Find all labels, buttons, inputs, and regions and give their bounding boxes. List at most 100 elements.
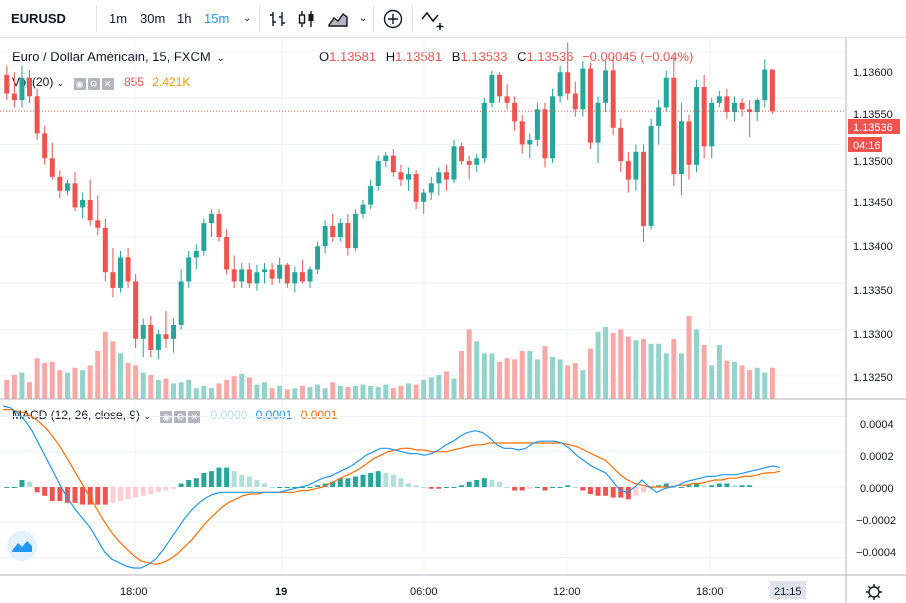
- candles-chart-type-icon[interactable]: [298, 10, 316, 28]
- price-chart[interactable]: 1.13600 1.13550 1.13500 1.13450 1.13400 …: [0, 38, 906, 603]
- macd-histogram-bar: [451, 487, 457, 488]
- candle-body: [519, 121, 525, 145]
- macd-histogram-bar: [315, 485, 321, 487]
- candle-body: [731, 102, 737, 113]
- candle-body: [451, 146, 457, 180]
- macd-histogram-bar: [307, 487, 313, 488]
- interval-dropdown-chevron-icon[interactable]: ⌄: [243, 13, 252, 24]
- volume-bar: [57, 370, 63, 399]
- candle-body: [125, 257, 131, 282]
- volume-bar: [148, 375, 154, 399]
- macd-chevron-icon[interactable]: ⌄: [143, 411, 151, 421]
- macd-axis[interactable]: 0.0004 0.0002 0.0000 −0.0002 −0.0004: [856, 419, 896, 559]
- volume-bar: [587, 348, 593, 399]
- bar-chart-type-icon[interactable]: [269, 10, 287, 28]
- volume-bar: [716, 345, 722, 399]
- interval-1m-button[interactable]: 1m: [109, 11, 128, 26]
- volume-bar: [178, 382, 184, 399]
- macd-signal-line: [3, 409, 781, 566]
- macd-histogram-bar: [565, 485, 571, 487]
- chart-type-dropdown-chevron-icon[interactable]: ⌄: [359, 13, 368, 24]
- tradingview-logo-icon[interactable]: [7, 531, 37, 561]
- legend-chevron-icon[interactable]: ⌄: [216, 53, 225, 64]
- volume-bar: [625, 336, 631, 399]
- macd-histogram-bar: [534, 487, 540, 488]
- macd-histogram-bar: [603, 487, 609, 496]
- price-tick-label: 1.13550: [853, 109, 893, 121]
- volume-bar: [656, 343, 662, 399]
- macd-histogram-bar: [398, 478, 404, 487]
- volume-bar: [246, 377, 252, 399]
- chart-settings-gear-icon[interactable]: [866, 584, 882, 600]
- candle-body: [360, 204, 366, 214]
- macd-indicator-label[interactable]: MACD (12, 26, close, 9): [12, 408, 141, 422]
- toolbar-divider: [373, 6, 374, 32]
- macd-histogram-bar: [739, 485, 745, 487]
- candle-body: [678, 121, 684, 175]
- time-tick-label: 18:00: [696, 586, 724, 598]
- interval-1h-button[interactable]: 1h: [177, 11, 192, 26]
- interval-30m-button[interactable]: 30m: [140, 11, 166, 26]
- volume-bar: [686, 316, 692, 399]
- macd-histogram-bar: [496, 481, 502, 487]
- area-chart-type-icon[interactable]: [328, 10, 348, 28]
- candle-body: [694, 87, 700, 165]
- macd-histogram-bar: [368, 472, 374, 487]
- macd-histogram-bar: [87, 487, 93, 505]
- volume-bar: [193, 388, 199, 399]
- macd-histogram-bar: [527, 487, 533, 489]
- volume-bar: [95, 351, 101, 399]
- add-indicator-icon[interactable]: [383, 9, 403, 29]
- volume-bar: [292, 388, 298, 399]
- interval-15m-button[interactable]: 15m: [204, 11, 230, 26]
- macd-histogram-bar: [72, 487, 78, 503]
- candle-body: [178, 281, 184, 325]
- macd-histogram-bar: [284, 487, 290, 488]
- candle-body: [686, 121, 692, 165]
- volume-bar: [102, 331, 108, 399]
- candle-body: [406, 174, 412, 180]
- candle-body: [618, 127, 624, 162]
- volume-bar: [140, 372, 146, 399]
- candle-body: [512, 102, 518, 122]
- volume-bar: [155, 379, 161, 399]
- macd-histogram-bar: [155, 487, 161, 493]
- macd-histogram-bar: [95, 487, 101, 505]
- time-axis[interactable]: 18:00 19 06:00 12:00 18:00 21:15: [120, 581, 806, 599]
- candle-body: [428, 183, 434, 193]
- candle-body: [330, 225, 336, 238]
- legend-title[interactable]: Euro / Dollar Américain, 15, FXCM: [12, 49, 211, 64]
- volume-bar: [428, 377, 434, 399]
- candle-body: [284, 264, 290, 284]
- macd-histogram-bar: [580, 487, 586, 491]
- macd-histogram-bar: [663, 483, 669, 487]
- symbol-search-button[interactable]: EURUSD: [11, 11, 66, 26]
- volume-bar: [557, 359, 563, 399]
- macd-histogram-bar: [277, 487, 283, 488]
- candle-body: [489, 75, 495, 103]
- time-tick-label: 18:00: [120, 586, 148, 598]
- volume-chevron-icon[interactable]: ⌄: [56, 78, 65, 88]
- volume-bar: [724, 360, 730, 399]
- remove-close-icon[interactable]: ✕: [101, 78, 114, 90]
- top-toolbar: EURUSD 1m 30m 1h 15m ⌄ ⌄: [0, 0, 906, 38]
- price-tick-label: 1.13450: [853, 197, 893, 209]
- macd-histogram-bar: [49, 487, 55, 502]
- visibility-eye-icon[interactable]: ◉: [73, 78, 86, 90]
- macd-histogram-bar: [413, 485, 419, 487]
- volume-bar: [603, 327, 609, 399]
- macd-histogram-bar: [208, 471, 214, 487]
- macd-histogram-bar: [148, 487, 154, 495]
- price-axis[interactable]: 1.13600 1.13550 1.13500 1.13450 1.13400 …: [848, 67, 900, 384]
- volume-bar: [375, 387, 381, 399]
- volume-bar: [330, 382, 336, 399]
- volume-bar: [709, 365, 715, 399]
- candle-body: [19, 77, 25, 101]
- volume-bar: [436, 375, 442, 399]
- change-value: −0.00045 (−0.04%): [582, 49, 694, 64]
- compare-symbol-icon[interactable]: [421, 9, 445, 31]
- volume-bar: [747, 370, 753, 399]
- macd-histogram-bar: [292, 487, 298, 488]
- macd-histogram-bar: [11, 487, 17, 488]
- settings-gear-icon[interactable]: ⚙: [87, 78, 100, 90]
